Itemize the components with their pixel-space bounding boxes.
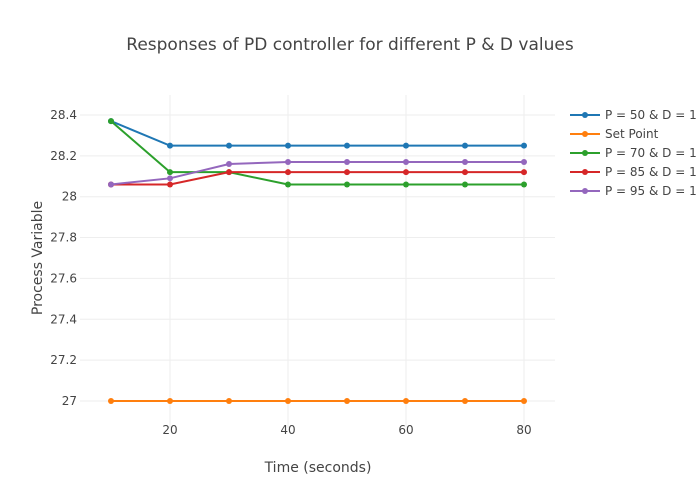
legend-marker <box>582 169 588 175</box>
data-point[interactable] <box>285 169 291 176</box>
data-point[interactable] <box>167 175 173 182</box>
data-point[interactable] <box>344 181 350 188</box>
data-point[interactable] <box>226 142 232 149</box>
data-point[interactable] <box>403 181 409 188</box>
y-axis-ticks: 27 27.2 27.4 27.6 27.8 28 28.2 28.4 <box>50 108 77 408</box>
x-tick-label: 20 <box>162 423 177 437</box>
data-point[interactable] <box>167 169 173 176</box>
series-line <box>110 160 524 186</box>
data-point[interactable] <box>226 398 232 404</box>
y-tick-label: 28 <box>62 190 77 204</box>
data-point[interactable] <box>226 169 232 176</box>
data-point[interactable] <box>521 398 527 404</box>
legend-item[interactable]: P = 95 & D = 1 <box>570 184 697 198</box>
legend-item[interactable]: Set Point <box>570 127 659 141</box>
legend-marker <box>582 188 588 194</box>
data-point[interactable] <box>462 398 468 404</box>
y-tick-label: 27.6 <box>50 271 77 285</box>
x-tick-label: 60 <box>398 423 413 437</box>
data-point[interactable] <box>403 158 409 165</box>
data-point[interactable] <box>344 142 350 149</box>
y-tick-label: 27.8 <box>50 231 77 245</box>
legend-label: P = 50 & D = 1 <box>605 108 697 122</box>
legend-marker <box>582 112 588 118</box>
y-tick-label: 28.2 <box>50 149 77 163</box>
series-2 <box>108 118 527 188</box>
series-line <box>110 120 524 186</box>
x-axis-ticks: 20 40 60 80 <box>162 423 531 437</box>
x-axis-label: Time (seconds) <box>264 460 372 476</box>
series-0 <box>108 118 527 149</box>
legend-label: Set Point <box>605 127 659 141</box>
legend-marker <box>582 131 588 137</box>
data-point[interactable] <box>344 398 350 404</box>
data-point[interactable] <box>521 169 527 176</box>
x-tick-label: 80 <box>516 423 531 437</box>
data-point[interactable] <box>285 158 291 165</box>
series-layer <box>108 118 527 404</box>
data-point[interactable] <box>403 398 409 404</box>
data-point[interactable] <box>462 158 468 165</box>
series-4 <box>108 158 527 188</box>
data-point[interactable] <box>462 169 468 176</box>
data-point[interactable] <box>108 118 114 125</box>
y-tick-label: 27.2 <box>50 353 77 367</box>
x-tick-label: 40 <box>280 423 295 437</box>
data-point[interactable] <box>462 142 468 149</box>
data-point[interactable] <box>521 158 527 165</box>
grid <box>80 95 555 428</box>
data-point[interactable] <box>285 142 291 149</box>
data-point[interactable] <box>285 398 291 404</box>
series-line <box>110 120 524 147</box>
data-point[interactable] <box>344 158 350 165</box>
data-point[interactable] <box>521 142 527 149</box>
legend-item[interactable]: P = 70 & D = 1 <box>570 146 697 160</box>
data-point[interactable] <box>462 181 468 188</box>
y-tick-label: 27.4 <box>50 312 77 326</box>
legend-label: P = 85 & D = 1 <box>605 165 697 179</box>
y-tick-label: 27 <box>62 394 77 408</box>
series-line <box>111 171 524 186</box>
data-point[interactable] <box>167 142 173 149</box>
legend-marker <box>582 150 588 156</box>
data-point[interactable] <box>226 161 232 168</box>
data-point[interactable] <box>285 181 291 188</box>
y-tick-label: 28.4 <box>50 108 77 122</box>
legend-item[interactable]: P = 50 & D = 1 <box>570 108 697 122</box>
legend[interactable]: P = 50 & D = 1 Set Point P = 70 & D = 1 P =… <box>570 108 697 198</box>
data-point[interactable] <box>108 398 114 404</box>
legend-item[interactable]: P = 85 & D = 1 <box>570 165 697 179</box>
data-point[interactable] <box>344 169 350 176</box>
data-point[interactable] <box>521 181 527 188</box>
data-point[interactable] <box>167 181 173 188</box>
data-point[interactable] <box>108 181 114 188</box>
series-1 <box>108 398 527 404</box>
chart-title: Responses of PD controller for different… <box>126 35 574 55</box>
legend-label: P = 70 & D = 1 <box>605 146 697 160</box>
data-point[interactable] <box>403 142 409 149</box>
data-point[interactable] <box>167 398 173 404</box>
legend-label: P = 95 & D = 1 <box>605 184 697 198</box>
data-point[interactable] <box>403 169 409 176</box>
y-axis-label: Process Variable <box>30 201 46 315</box>
